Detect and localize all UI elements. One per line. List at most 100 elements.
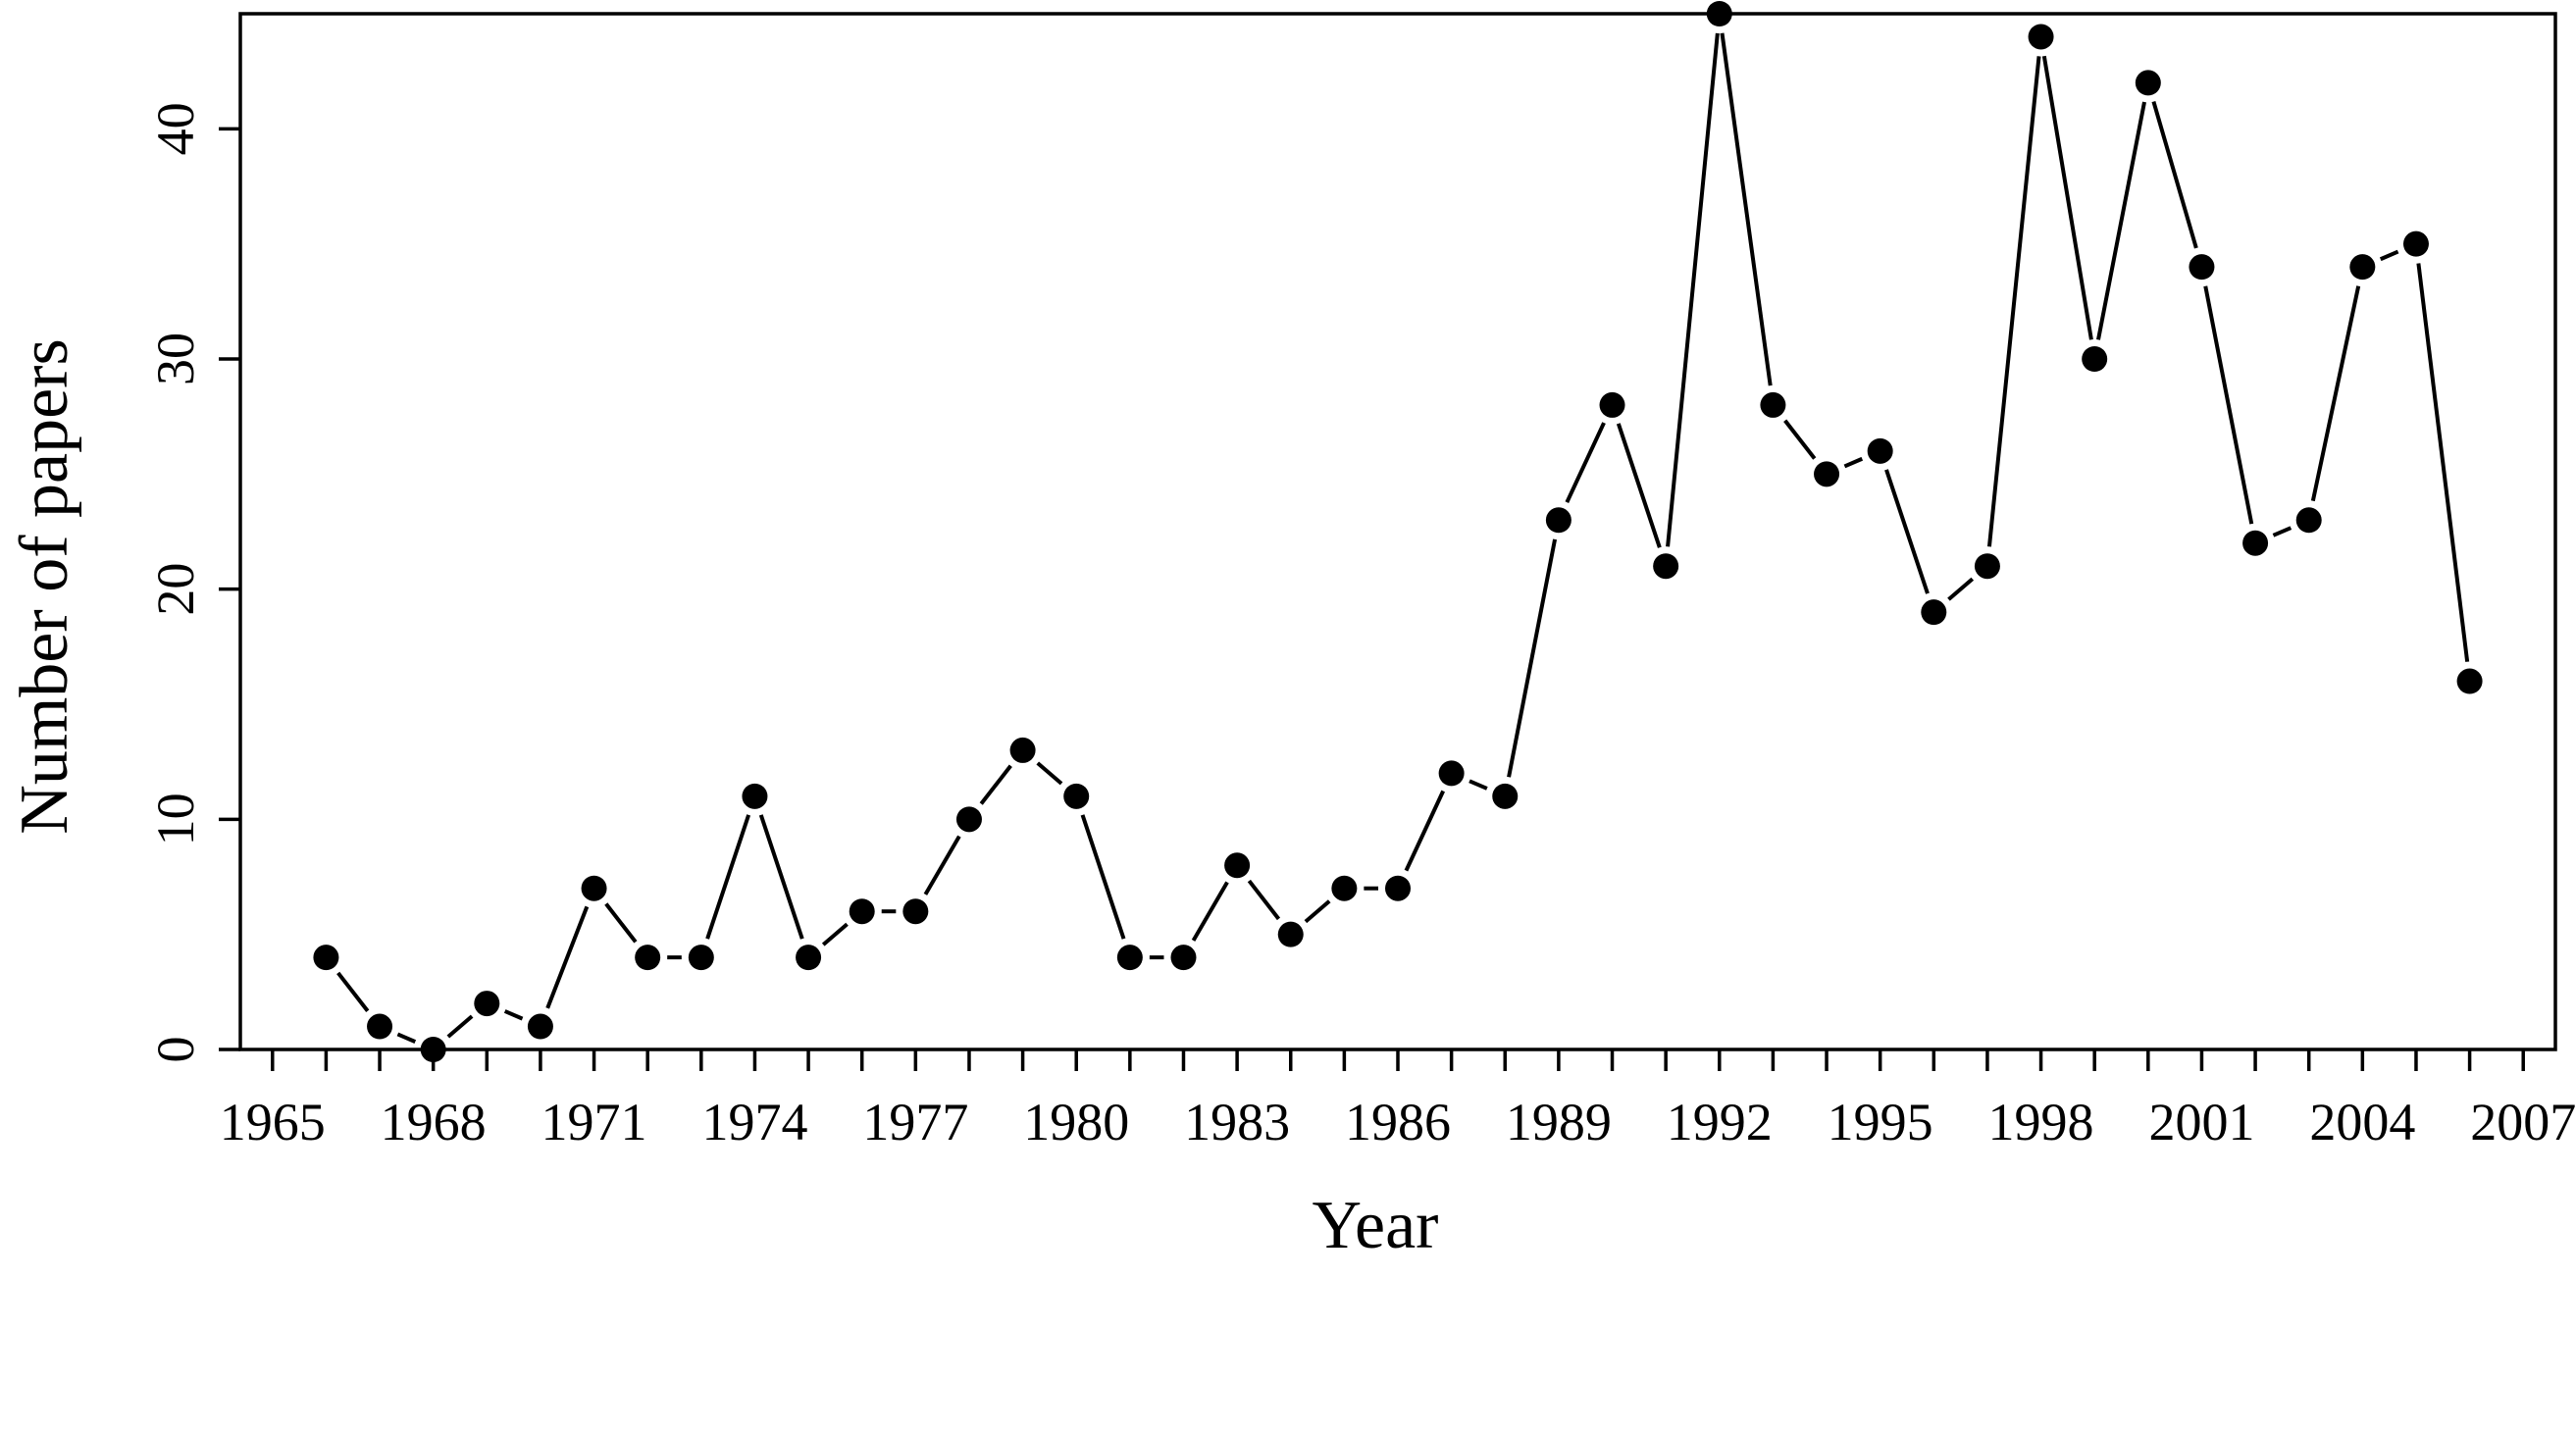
series-segment <box>1247 879 1281 921</box>
data-point <box>1974 553 2000 580</box>
y-tick-label: 20 <box>146 563 205 616</box>
y-axis: 0 10 20 30 40 <box>146 102 240 1063</box>
series-segment <box>1720 32 1773 386</box>
data-point <box>2349 254 2376 281</box>
data-point <box>1545 507 1571 534</box>
series-segment <box>1884 469 1930 594</box>
series-segment <box>1191 881 1229 942</box>
data-point <box>2242 530 2269 556</box>
data-point <box>1814 461 1840 487</box>
data-point <box>1867 437 1893 464</box>
series-points <box>313 1 2483 1062</box>
series-segment <box>821 922 849 946</box>
data-point <box>688 945 714 971</box>
data-point <box>635 945 661 971</box>
series-segment <box>503 1009 524 1021</box>
data-point <box>1277 921 1304 947</box>
series-segment <box>1616 423 1662 548</box>
data-point <box>796 945 822 971</box>
series-segment <box>396 1032 417 1044</box>
data-point <box>1438 760 1465 787</box>
x-tick-label: 1965 <box>220 1093 326 1151</box>
y-axis-title: Number of papers <box>7 338 82 834</box>
x-axis: 1965 1968 1971 1974 1977 1980 1983 1986 1989 1992… <box>220 1049 2576 1151</box>
x-tick-label: 2007 <box>2470 1093 2576 1151</box>
series-line <box>336 32 2470 1044</box>
data-point <box>581 875 607 901</box>
series-segment <box>1507 538 1558 778</box>
series-segment <box>1783 419 1817 460</box>
x-tick-label: 1968 <box>381 1093 487 1151</box>
x-tick-label: 1995 <box>1828 1093 1933 1151</box>
data-point <box>2189 254 2215 281</box>
data-point <box>1224 852 1251 879</box>
series-segment <box>545 905 590 1009</box>
series-segment <box>1565 422 1606 503</box>
data-point <box>527 1013 553 1040</box>
data-point <box>1599 391 1625 418</box>
x-tick-label: 1998 <box>1988 1093 2094 1151</box>
series-segment <box>705 814 751 940</box>
data-point <box>742 783 768 809</box>
series-segment <box>758 814 804 940</box>
data-point <box>1170 945 1197 971</box>
series-segment <box>923 835 961 895</box>
data-point <box>1116 945 1143 971</box>
data-point <box>2082 346 2108 372</box>
data-point <box>2402 230 2429 257</box>
series-segment <box>1666 32 1720 547</box>
series-segment <box>1947 577 1975 601</box>
data-point <box>1009 737 1036 763</box>
data-point <box>420 1037 446 1062</box>
series-segment <box>336 971 370 1012</box>
y-tick-label: 40 <box>146 102 205 155</box>
series-segment <box>604 902 638 944</box>
series-segment <box>2272 526 2293 537</box>
x-tick-label: 1983 <box>1184 1093 1290 1151</box>
data-point <box>474 991 500 1017</box>
data-point <box>1331 875 1358 901</box>
x-tick-label: 1989 <box>1506 1093 1612 1151</box>
y-tick-label: 0 <box>146 1037 205 1063</box>
series-segment <box>979 764 1012 805</box>
data-point <box>955 806 982 833</box>
x-axis-title: Year <box>1313 1188 1439 1263</box>
data-point <box>1653 553 1679 580</box>
data-point <box>1706 1 1732 26</box>
series-segment <box>1986 56 2041 547</box>
x-tick-label: 2004 <box>2309 1093 2415 1151</box>
x-tick-label: 1971 <box>541 1093 647 1151</box>
series-segment <box>1080 814 1126 940</box>
series-segment <box>2041 55 2093 340</box>
series-segment <box>2151 101 2198 249</box>
y-tick-label: 10 <box>146 793 205 845</box>
x-tick-label: 1992 <box>1667 1093 1773 1151</box>
data-point <box>1760 391 1786 418</box>
series-segment <box>1404 790 1446 872</box>
data-point <box>2456 668 2483 694</box>
data-point <box>2028 24 2054 50</box>
series-segment <box>2416 263 2470 662</box>
series-segment <box>2379 249 2399 262</box>
series-segment <box>2096 101 2146 340</box>
x-tick-label: 2001 <box>2148 1093 2254 1151</box>
series-segment <box>1036 761 1063 786</box>
data-point <box>313 945 339 971</box>
data-point <box>1385 875 1411 901</box>
series-segment <box>2310 285 2361 502</box>
series-segment <box>1843 456 1864 469</box>
y-tick-label: 30 <box>146 332 205 385</box>
data-point <box>849 898 875 925</box>
data-point <box>2295 507 2322 534</box>
x-tick-label: 1974 <box>701 1093 807 1151</box>
x-tick-label: 1977 <box>862 1093 968 1151</box>
series-segment <box>2203 285 2254 525</box>
data-point <box>1492 783 1519 809</box>
x-tick-label: 1980 <box>1023 1093 1129 1151</box>
data-point <box>367 1013 393 1040</box>
x-tick-label: 1986 <box>1345 1093 1451 1151</box>
data-point <box>1063 783 1090 809</box>
series-segment <box>1468 779 1488 791</box>
data-point <box>2135 70 2161 96</box>
